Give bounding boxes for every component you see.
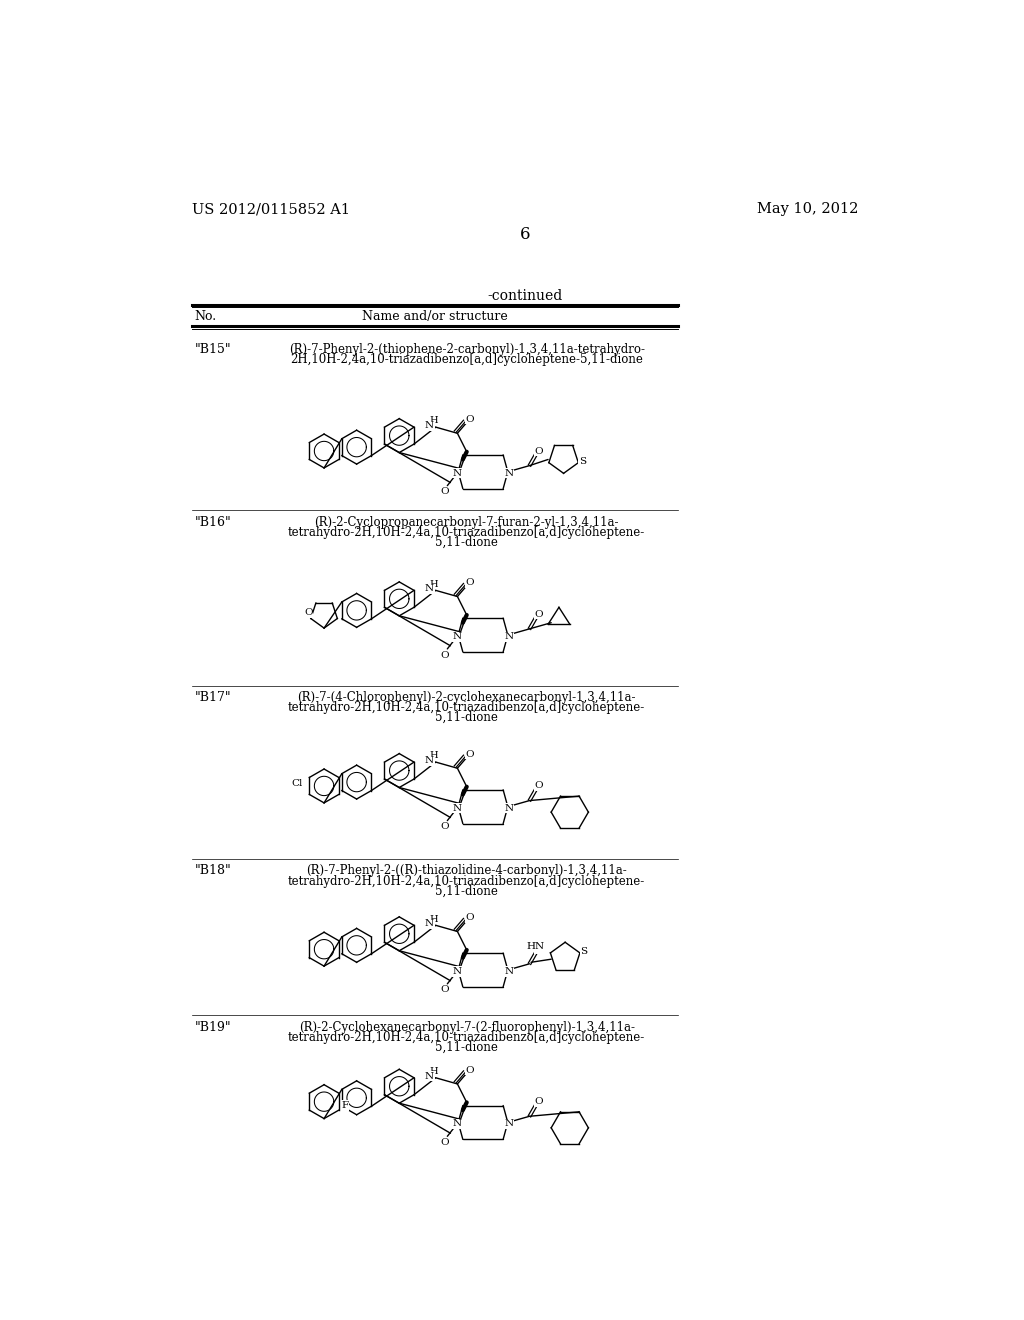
Text: 5,11-dione: 5,11-dione xyxy=(435,536,498,549)
Text: tetrahydro-2H,10H-2,4a,10-triazadibenzo[a,d]cycloheptene-: tetrahydro-2H,10H-2,4a,10-triazadibenzo[… xyxy=(288,874,645,887)
Text: N: N xyxy=(452,804,461,813)
Text: "B18": "B18" xyxy=(195,865,231,878)
Text: 2H,10H-2,4a,10-triazadibenzo[a,d]cycloheptene-5,11-dione: 2H,10H-2,4a,10-triazadibenzo[a,d]cyclohe… xyxy=(290,354,643,366)
Text: Name and/or structure: Name and/or structure xyxy=(362,310,508,323)
Text: O: O xyxy=(535,781,543,791)
Text: N: N xyxy=(425,756,434,766)
Text: N: N xyxy=(425,421,434,430)
Text: N: N xyxy=(452,632,461,642)
Text: 5,11-dione: 5,11-dione xyxy=(435,1040,498,1053)
Text: H: H xyxy=(430,579,438,589)
Text: O: O xyxy=(466,414,474,424)
Text: "B17": "B17" xyxy=(195,692,231,705)
Text: O: O xyxy=(440,651,449,660)
Text: O: O xyxy=(466,1065,474,1074)
Text: H: H xyxy=(430,417,438,425)
Text: N: N xyxy=(425,1072,434,1081)
Text: tetrahydro-2H,10H-2,4a,10-triazadibenzo[a,d]cycloheptene-: tetrahydro-2H,10H-2,4a,10-triazadibenzo[… xyxy=(288,1031,645,1044)
Text: N: N xyxy=(505,968,514,975)
Text: 5,11-dione: 5,11-dione xyxy=(435,711,498,725)
Text: N: N xyxy=(452,968,461,975)
Text: O: O xyxy=(440,822,449,832)
Text: HN: HN xyxy=(527,942,545,952)
Text: 5,11-dione: 5,11-dione xyxy=(435,884,498,898)
Text: No.: No. xyxy=(195,310,217,323)
Text: May 10, 2012: May 10, 2012 xyxy=(757,202,858,216)
Text: US 2012/0115852 A1: US 2012/0115852 A1 xyxy=(191,202,349,216)
Text: tetrahydro-2H,10H-2,4a,10-triazadibenzo[a,d]cycloheptene-: tetrahydro-2H,10H-2,4a,10-triazadibenzo[… xyxy=(288,701,645,714)
Text: N: N xyxy=(505,632,514,642)
Text: tetrahydro-2H,10H-2,4a,10-triazadibenzo[a,d]cycloheptene-: tetrahydro-2H,10H-2,4a,10-triazadibenzo[… xyxy=(288,525,645,539)
Text: (R)-7-Phenyl-2-((R)-thiazolidine-4-carbonyl)-1,3,4,11a-: (R)-7-Phenyl-2-((R)-thiazolidine-4-carbo… xyxy=(306,865,627,878)
Text: N: N xyxy=(425,919,434,928)
Text: (R)-7-Phenyl-2-(thiophene-2-carbonyl)-1,3,4,11a-tetrahydro-: (R)-7-Phenyl-2-(thiophene-2-carbonyl)-1,… xyxy=(289,343,645,356)
Text: H: H xyxy=(430,1067,438,1076)
Text: N: N xyxy=(505,804,514,813)
Text: F: F xyxy=(341,1101,348,1110)
Text: H: H xyxy=(430,751,438,760)
Text: -continued: -continued xyxy=(487,289,562,304)
Text: O: O xyxy=(304,609,313,618)
Text: O: O xyxy=(440,986,449,994)
Text: O: O xyxy=(440,1138,449,1147)
Text: N: N xyxy=(452,1119,461,1129)
Text: O: O xyxy=(535,610,543,619)
Text: "B19": "B19" xyxy=(195,1020,231,1034)
Text: S: S xyxy=(581,946,588,956)
Text: O: O xyxy=(535,1097,543,1106)
Text: S: S xyxy=(579,457,586,466)
Text: 6: 6 xyxy=(519,226,530,243)
Text: "B16": "B16" xyxy=(195,516,231,529)
Text: O: O xyxy=(535,446,543,455)
Text: O: O xyxy=(440,487,449,496)
Text: Cl: Cl xyxy=(292,779,303,788)
Text: O: O xyxy=(535,945,543,953)
Text: (R)-7-(4-Chlorophenyl)-2-cyclohexanecarbonyl-1,3,4,11a-: (R)-7-(4-Chlorophenyl)-2-cyclohexanecarb… xyxy=(297,692,636,705)
Text: "B15": "B15" xyxy=(195,343,231,356)
Text: N: N xyxy=(452,469,461,478)
Text: O: O xyxy=(466,750,474,759)
Text: O: O xyxy=(466,913,474,923)
Text: N: N xyxy=(505,1119,514,1129)
Text: O: O xyxy=(466,578,474,587)
Text: (R)-2-Cyclohexanecarbonyl-7-(2-fluorophenyl)-1,3,4,11a-: (R)-2-Cyclohexanecarbonyl-7-(2-fluorophe… xyxy=(299,1020,635,1034)
Text: N: N xyxy=(425,585,434,593)
Text: N: N xyxy=(505,469,514,478)
Text: (R)-2-Cyclopropanecarbonyl-7-furan-2-yl-1,3,4,11a-: (R)-2-Cyclopropanecarbonyl-7-furan-2-yl-… xyxy=(314,516,618,529)
Text: H: H xyxy=(430,915,438,924)
